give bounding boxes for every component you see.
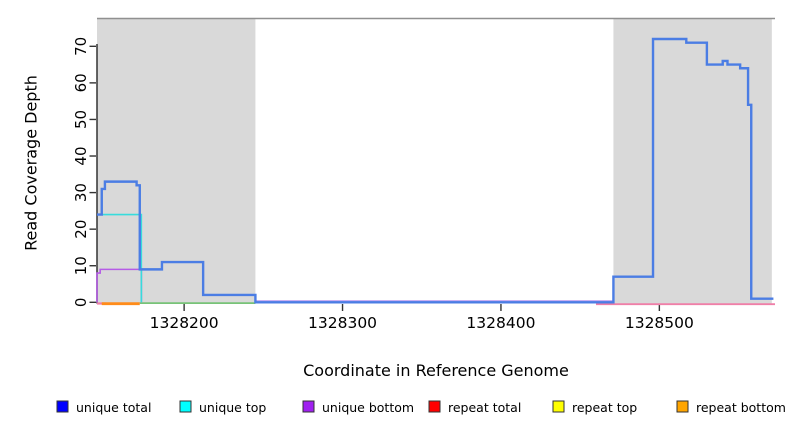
x-tick-label: 1328200: [150, 314, 219, 332]
series-unique-top: [97, 213, 143, 303]
legend-label-repeat-total: repeat total: [448, 400, 521, 415]
x-tick-label: 1328400: [466, 314, 535, 332]
legend-label-unique-bottom: unique bottom: [322, 400, 414, 415]
shaded-region: [97, 18, 256, 304]
x-tick-label: 1328500: [625, 314, 694, 332]
y-tick-label: 60: [72, 73, 90, 92]
legend-swatch-repeat-bottom: [676, 400, 689, 413]
y-tick-label: 30: [72, 183, 90, 202]
y-tick-label: 0: [72, 298, 90, 308]
shaded-region: [613, 18, 772, 304]
y-tick-label: 10: [72, 256, 90, 275]
y-tick-label: 70: [72, 37, 90, 56]
legend-label-unique-total: unique total: [76, 400, 151, 415]
y-axis-title: Read Coverage Depth: [21, 75, 41, 251]
y-tick-label: 50: [72, 110, 90, 129]
legend-label-unique-top: unique top: [199, 400, 266, 415]
y-tick-label: 20: [72, 220, 90, 239]
legend-swatch-repeat-total: [428, 400, 441, 413]
legend-swatch-repeat-top: [552, 400, 565, 413]
legend-swatch-unique-bottom: [302, 400, 315, 413]
series-unique-total: [97, 37, 774, 304]
legend-swatch-unique-top: [179, 400, 192, 413]
x-axis-title: Coordinate in Reference Genome: [303, 361, 569, 380]
x-tick-label: 1328300: [308, 314, 377, 332]
legend-label-repeat-bottom: repeat bottom: [696, 400, 786, 415]
legend-label-repeat-top: repeat top: [572, 400, 637, 415]
y-tick-label: 40: [72, 146, 90, 165]
legend-swatch-unique-total: [56, 400, 69, 413]
